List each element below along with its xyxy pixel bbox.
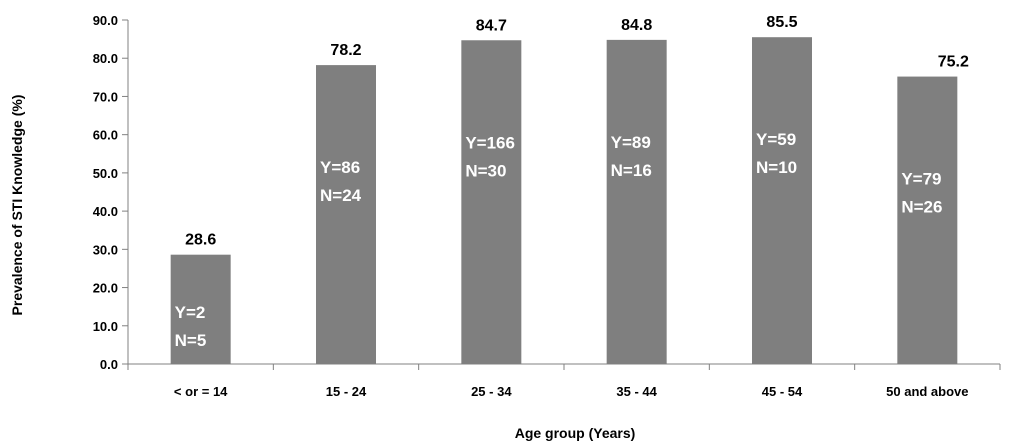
x-tick-label: 25 - 34: [471, 384, 512, 399]
data-label: 28.6: [185, 232, 216, 249]
y-axis: 0.0 10.0 20.0 30.0 40.0 50.0 60.0 70.0 80.0 90.0: [93, 13, 129, 372]
bar: [897, 76, 958, 365]
annotation-y: Y=86: [320, 158, 360, 177]
data-label: 85.5: [766, 14, 797, 31]
x-axis-title: Age group (Years): [515, 425, 636, 441]
y-tick-label: 50.0: [93, 166, 118, 181]
x-tick-label: 15 - 24: [326, 384, 367, 399]
bar-labels: < or = 14 28.6 Y=2 N=5 15 - 24 78.2 Y=86 N=24 25…: [174, 14, 969, 399]
annotation-n: N=5: [175, 331, 207, 350]
y-tick-label: 0.0: [100, 357, 118, 372]
y-axis-title: Prevalence of STI Knowledge (%): [9, 95, 25, 316]
data-label: 75.2: [938, 54, 969, 71]
x-tick-label: 50 and above: [886, 384, 968, 399]
data-label: 78.2: [330, 42, 361, 59]
x-tick-label: < or = 14: [174, 384, 228, 399]
y-tick-label: 80.0: [93, 51, 118, 66]
annotation-y: Y=79: [901, 170, 941, 189]
annotation-n: N=30: [465, 161, 506, 180]
annotation-y: Y=2: [175, 303, 206, 322]
x-axis: [127, 363, 1001, 370]
y-tick-label: 90.0: [93, 13, 118, 28]
y-tick-label: 70.0: [93, 89, 118, 104]
bar: [752, 37, 812, 364]
annotation-y: Y=59: [756, 130, 796, 149]
data-label: 84.8: [621, 17, 652, 34]
x-tick-label: 45 - 54: [762, 384, 803, 399]
y-tick-label: 10.0: [93, 319, 118, 334]
y-tick-label: 60.0: [93, 128, 118, 143]
data-label: 84.7: [476, 17, 507, 34]
bars: [170, 37, 958, 365]
bar: [606, 39, 667, 365]
bar: [170, 254, 231, 364]
x-tick-label: 35 - 44: [616, 384, 657, 399]
annotation-n: N=16: [611, 161, 652, 180]
annotation-n: N=26: [901, 198, 942, 217]
y-tick-label: 40.0: [93, 204, 118, 219]
y-tick-label: 30.0: [93, 242, 118, 257]
bar: [316, 65, 376, 364]
annotation-n: N=10: [756, 158, 797, 177]
bar: [461, 40, 522, 364]
annotation-n: N=24: [320, 186, 362, 205]
annotation-y: Y=166: [465, 133, 515, 152]
annotation-y: Y=89: [611, 133, 651, 152]
y-tick-label: 20.0: [93, 281, 118, 296]
